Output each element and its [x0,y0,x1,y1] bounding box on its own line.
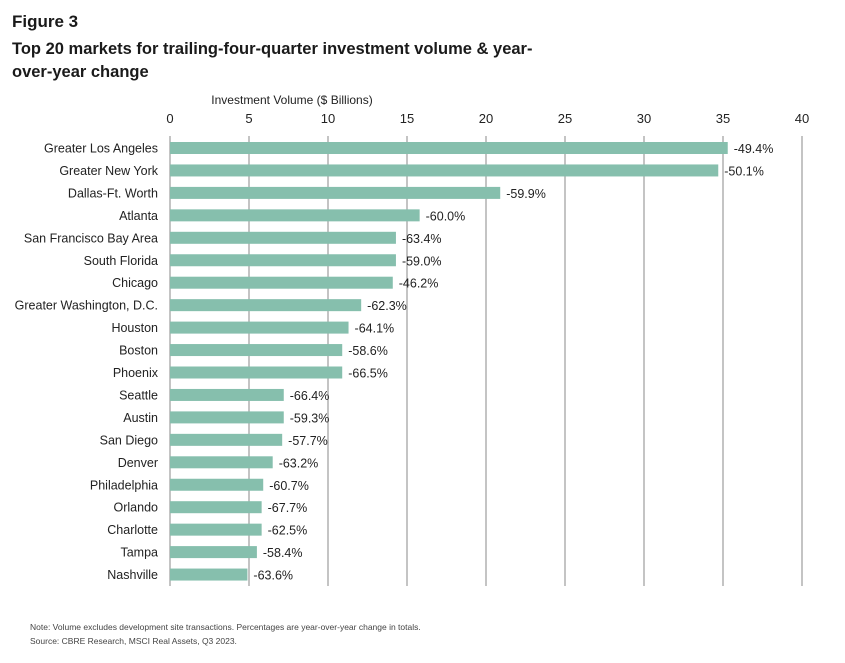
category-label: San Francisco Bay Area [24,231,158,245]
x-tick-label: 5 [245,111,252,126]
category-label: Charlotte [107,523,158,537]
data-label: -59.0% [402,254,442,268]
x-tick-label: 15 [400,111,414,126]
data-label: -50.1% [724,164,764,178]
data-label: -59.9% [506,187,546,201]
category-label: Phoenix [113,366,159,380]
category-label: Philadelphia [90,478,158,492]
category-label: Dallas-Ft. Worth [68,186,158,200]
category-label: Denver [118,456,158,470]
chart-title: Top 20 markets for trailing-four-quarter… [12,40,533,81]
category-label: Greater Los Angeles [44,142,158,156]
x-tick-label: 35 [716,111,730,126]
x-tick-label: 10 [321,111,335,126]
figure-label: Figure 3 [12,12,79,31]
bar [170,231,396,244]
bar [170,344,343,357]
bar-chart: Investment Volume ($ Billions) 0 5 10 15 20 25… [15,93,809,586]
x-tick-label: 30 [637,111,651,126]
category-label: Tampa [120,546,158,560]
x-tick-label: 25 [558,111,572,126]
bar [170,164,719,177]
bar [170,299,362,312]
bar [170,433,283,446]
data-label: -59.3% [290,411,330,425]
bar [170,186,501,199]
bar [170,366,343,379]
bar [170,411,284,424]
category-label: Atlanta [119,209,158,223]
data-label: -58.4% [263,546,303,560]
bar [170,546,257,559]
bar [170,388,284,401]
data-label: -62.3% [367,299,407,313]
chart-source: Source: CBRE Research, MSCI Real Assets,… [30,636,237,646]
category-label: Nashville [107,568,158,582]
category-label: San Diego [100,433,158,447]
data-label: -64.1% [355,322,395,336]
data-label: -63.4% [402,232,442,246]
category-label: Orlando [114,501,159,515]
data-label: -63.2% [279,456,319,470]
data-label: -66.5% [348,367,388,381]
category-label: Seattle [119,388,158,402]
bar [170,254,396,267]
bar [170,321,349,334]
data-label: -63.6% [253,569,293,583]
bar [170,456,273,469]
bar [170,276,393,289]
category-label: Greater Washington, D.C. [15,299,158,313]
data-label: -58.6% [348,344,388,358]
data-label: -49.4% [734,142,774,156]
bar [170,478,264,491]
bar [170,501,262,514]
data-label: -60.7% [269,479,309,493]
category-label: Chicago [112,276,158,290]
chart-note: Note: Volume excludes development site t… [30,622,421,632]
bar [170,142,728,154]
data-label: -60.0% [426,209,466,223]
category-label: Greater New York [59,164,158,178]
x-axis-title: Investment Volume ($ Billions) [211,93,372,107]
category-label: South Florida [84,254,158,268]
x-tick-label: 40 [795,111,809,126]
bar [170,568,248,581]
bar [170,523,262,536]
data-label: -57.7% [288,434,328,448]
category-label: Houston [111,321,158,335]
data-label: -67.7% [268,501,308,515]
category-label: Austin [123,411,158,425]
x-tick-label: 20 [479,111,493,126]
x-tick-label: 0 [166,111,173,126]
data-label: -62.5% [268,524,308,538]
category-label: Boston [119,344,158,358]
data-label: -46.2% [399,277,439,291]
bar [170,209,420,222]
data-label: -66.4% [290,389,330,403]
